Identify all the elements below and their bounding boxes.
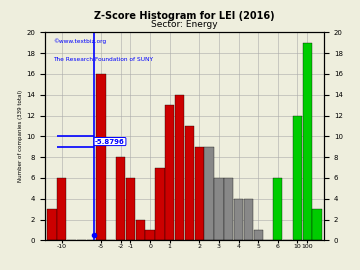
Bar [47, 209, 57, 240]
Bar [185, 126, 194, 240]
Bar [214, 178, 224, 240]
Bar [303, 43, 312, 240]
Bar [293, 116, 302, 240]
Text: -5.8796: -5.8796 [95, 139, 125, 144]
Bar [194, 147, 204, 240]
Bar [155, 167, 165, 240]
Bar [165, 105, 175, 240]
Bar [136, 220, 145, 240]
Bar [145, 230, 155, 240]
Bar [244, 199, 253, 240]
Bar [312, 209, 322, 240]
Bar [234, 199, 243, 240]
Bar [57, 178, 66, 240]
Text: ©www.textbiz.org: ©www.textbiz.org [53, 39, 107, 44]
Bar [273, 178, 283, 240]
Text: Sector: Energy: Sector: Energy [151, 20, 218, 29]
Bar [116, 157, 125, 240]
Bar [175, 95, 184, 240]
Bar [96, 74, 106, 240]
Title: Z-Score Histogram for LEI (2016): Z-Score Histogram for LEI (2016) [94, 11, 275, 21]
Bar [204, 147, 214, 240]
Bar [126, 178, 135, 240]
Text: The Research Foundation of SUNY: The Research Foundation of SUNY [53, 57, 153, 62]
Bar [253, 230, 263, 240]
Y-axis label: Number of companies (339 total): Number of companies (339 total) [18, 90, 23, 183]
Bar [224, 178, 233, 240]
